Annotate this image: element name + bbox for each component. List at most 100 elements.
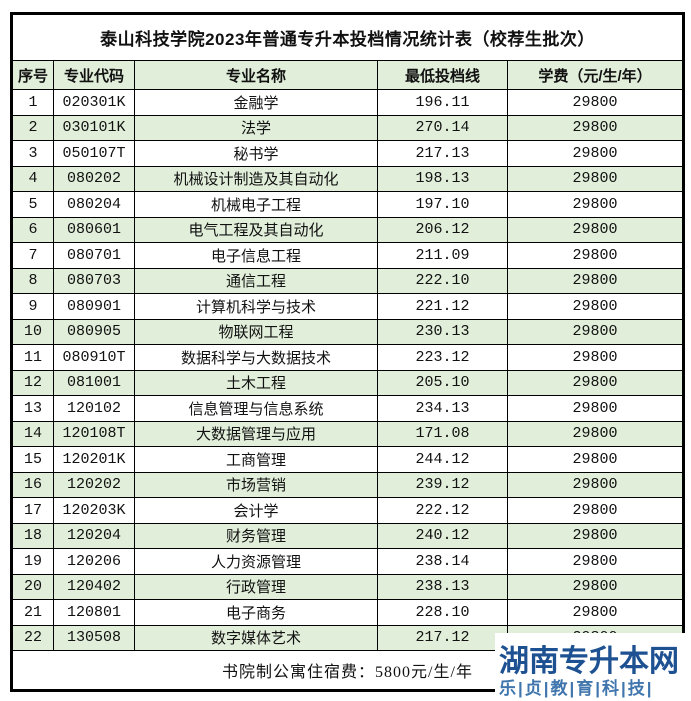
tuition-cell: 29800 (506, 369, 685, 396)
major-name-cell: 电子信息工程 (134, 242, 378, 269)
tuition-cell: 29800 (506, 318, 685, 345)
major-code-cell: 080901 (53, 293, 135, 320)
min-score-cell: 205.10 (377, 369, 508, 396)
watermark-brand-tagline: 乐|贞|教|育|科|技| (499, 678, 654, 698)
min-score-cell: 238.14 (377, 548, 508, 575)
table-row: 12 081001 土木工程 205.10 29800 (11, 369, 685, 396)
major-code-cell: 120801 (53, 599, 135, 626)
major-code-cell: 120108T (53, 420, 135, 447)
major-code-cell: 080204 (53, 191, 135, 218)
table-row: 14 120108T 大数据管理与应用 171.08 29800 (11, 420, 685, 447)
col-header-tuition: 学费（元/生/年） (506, 60, 685, 90)
row-index-cell: 13 (11, 395, 54, 422)
tuition-cell: 29800 (506, 395, 685, 422)
major-name-cell: 通信工程 (134, 267, 378, 294)
major-name-cell: 土木工程 (134, 369, 378, 396)
major-code-cell: 050107T (53, 140, 135, 167)
min-score-cell: 217.13 (377, 140, 508, 167)
table-header-row: 序号 专业代码 专业名称 最低投档线 学费（元/生/年） (11, 60, 685, 90)
row-index-cell: 3 (11, 140, 54, 167)
table-row: 21 120801 电子商务 228.10 29800 (11, 599, 685, 626)
tuition-cell: 29800 (506, 471, 685, 498)
major-name-cell: 机械电子工程 (134, 191, 378, 218)
watermark-site-name: 湖南专升本网 (499, 645, 679, 679)
table-row: 5 080204 机械电子工程 197.10 29800 (11, 191, 685, 218)
major-code-cell: 080601 (53, 216, 135, 243)
table-row: 20 120402 行政管理 238.13 29800 (11, 573, 685, 600)
major-code-cell: 120102 (53, 395, 135, 422)
admission-stats-table: 泰山科技学院2023年普通专升本投档情况统计表（校荐生批次） 序号 专业代码 专… (10, 12, 686, 692)
major-name-cell: 金融学 (134, 89, 378, 116)
major-name-cell: 大数据管理与应用 (134, 420, 378, 447)
col-header-major-name: 专业名称 (134, 60, 378, 90)
major-name-cell: 电气工程及其自动化 (134, 216, 378, 243)
tuition-cell: 29800 (506, 114, 685, 141)
table-row: 19 120206 人力资源管理 238.14 29800 (11, 548, 685, 575)
major-name-cell: 计算机科学与技术 (134, 293, 378, 320)
tuition-cell: 29800 (506, 573, 685, 600)
row-index-cell: 20 (11, 573, 54, 600)
major-name-cell: 市场营销 (134, 471, 378, 498)
tuition-cell: 29800 (506, 216, 685, 243)
major-name-cell: 秘书学 (134, 140, 378, 167)
tuition-cell: 29800 (506, 89, 685, 116)
min-score-cell: 223.12 (377, 344, 508, 371)
tuition-cell: 29800 (506, 344, 685, 371)
row-index-cell: 12 (11, 369, 54, 396)
row-index-cell: 16 (11, 471, 54, 498)
major-name-cell: 信息管理与信息系统 (134, 395, 378, 422)
table-row: 1 020301K 金融学 196.11 29800 (11, 89, 685, 116)
min-score-cell: 206.12 (377, 216, 508, 243)
major-code-cell: 120402 (53, 573, 135, 600)
row-index-cell: 21 (11, 599, 54, 626)
table-row: 4 080202 机械设计制造及其自动化 198.13 29800 (11, 165, 685, 192)
major-code-cell: 120203K (53, 497, 135, 524)
table-body: 1 020301K 金融学 196.11 29800 2 030101K 法学 270.14 29… (11, 89, 685, 651)
table-title: 泰山科技学院2023年普通专升本投档情况统计表（校荐生批次） (10, 13, 685, 61)
tuition-cell: 29800 (506, 242, 685, 269)
major-name-cell: 行政管理 (134, 573, 378, 600)
table-row: 6 080601 电气工程及其自动化 206.12 29800 (11, 216, 685, 243)
min-score-cell: 197.10 (377, 191, 508, 218)
table-title-row: 泰山科技学院2023年普通专升本投档情况统计表（校荐生批次） (10, 13, 685, 61)
row-index-cell: 19 (11, 548, 54, 575)
row-index-cell: 6 (11, 216, 54, 243)
tuition-cell: 29800 (506, 293, 685, 320)
min-score-cell: 240.12 (377, 522, 508, 549)
major-name-cell: 数据科学与大数据技术 (134, 344, 378, 371)
site-watermark: 湖南专升本网 乐|贞|教|育|科|技| (495, 633, 691, 701)
table-row: 15 120201K 工商管理 244.12 29800 (11, 446, 685, 473)
major-code-cell: 120201K (53, 446, 135, 473)
table-row: 7 080701 电子信息工程 211.09 29800 (11, 242, 685, 269)
min-score-cell: 270.14 (377, 114, 508, 141)
major-code-cell: 130508 (53, 624, 135, 651)
row-index-cell: 14 (11, 420, 54, 447)
major-name-cell: 人力资源管理 (134, 548, 378, 575)
major-code-cell: 080202 (53, 165, 135, 192)
tuition-cell: 29800 (506, 497, 685, 524)
major-name-cell: 会计学 (134, 497, 378, 524)
major-code-cell: 080905 (53, 318, 135, 345)
row-index-cell: 9 (11, 293, 54, 320)
table-row: 9 080901 计算机科学与技术 221.12 29800 (11, 293, 685, 320)
major-code-cell: 020301K (53, 89, 135, 116)
table-row: 11 080910T 数据科学与大数据技术 223.12 29800 (11, 344, 685, 371)
min-score-cell: 221.12 (377, 293, 508, 320)
major-code-cell: 120206 (53, 548, 135, 575)
table-row: 10 080905 物联网工程 230.13 29800 (11, 318, 685, 345)
table-row: 13 120102 信息管理与信息系统 234.13 29800 (11, 395, 685, 422)
table-row: 18 120204 财务管理 240.12 29800 (11, 522, 685, 549)
major-name-cell: 物联网工程 (134, 318, 378, 345)
table-row: 3 050107T 秘书学 217.13 29800 (11, 140, 685, 167)
col-header-min-score: 最低投档线 (377, 60, 508, 90)
major-name-cell: 电子商务 (134, 599, 378, 626)
row-index-cell: 4 (11, 165, 54, 192)
row-index-cell: 18 (11, 522, 54, 549)
min-score-cell: 222.12 (377, 497, 508, 524)
row-index-cell: 17 (11, 497, 54, 524)
major-name-cell: 数字媒体艺术 (134, 624, 378, 651)
min-score-cell: 234.13 (377, 395, 508, 422)
min-score-cell: 228.10 (377, 599, 508, 626)
min-score-cell: 239.12 (377, 471, 508, 498)
